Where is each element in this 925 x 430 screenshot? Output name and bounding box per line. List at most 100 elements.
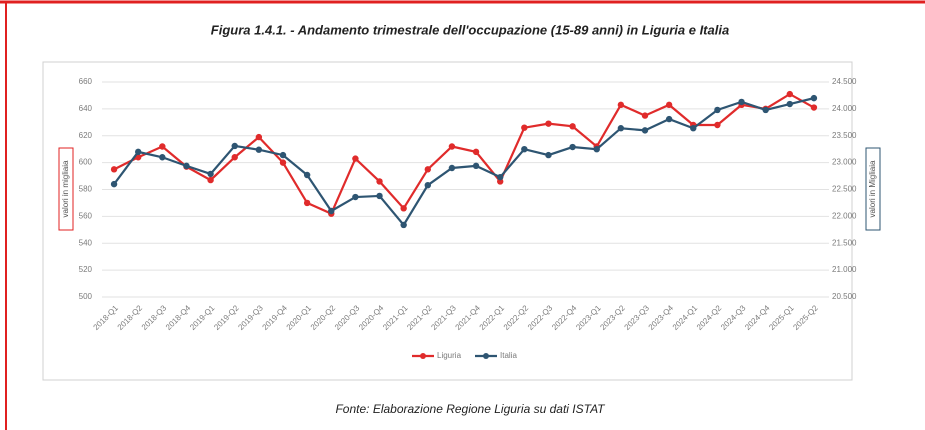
x-tick-label: 2020-Q2 [309,303,338,332]
point [545,120,552,127]
y2-tick-label: 23.000 [832,158,857,167]
x-tick-label: 2018-Q4 [164,303,193,332]
y-label-box [58,147,74,231]
point [303,171,311,179]
x-tick-label: 2023-Q3 [623,303,652,332]
point [424,182,431,189]
point [207,176,214,184]
point [424,166,431,173]
y2-tick-label: 24.500 [832,77,857,86]
series-line [113,97,815,227]
point [110,180,118,188]
y2-axis-label: valori in Migliaia [868,160,877,217]
point [135,148,142,156]
point [400,221,407,229]
x-tick-label: 2023-Q4 [647,303,676,332]
point [328,207,335,215]
point [159,154,166,161]
point [255,146,263,153]
y-tick-label: 520 [79,265,93,274]
point [617,101,625,109]
source: Fonte: Elaborazione Regione Liguria su d… [335,402,606,416]
y2-tick-label: 23.500 [832,131,857,140]
point [472,162,480,170]
x-tick-label: 2022-Q4 [550,303,579,332]
y-tick-label: 500 [79,292,93,301]
legend-label: Italia [500,351,517,360]
x-tick-label: 2021-Q2 [405,303,434,332]
point [376,178,383,185]
point [231,154,238,161]
point [159,143,166,150]
point [810,94,818,102]
x-tick-label: 2019-Q3 [236,303,265,332]
x-tick-label: 2022-Q3 [526,303,555,332]
x-tick-label: 2022-Q2 [502,303,531,332]
point [569,143,576,151]
x-tick-label: 2025-Q1 [767,303,796,332]
point [786,100,793,108]
point [448,164,456,172]
point [569,123,576,130]
point [690,125,697,132]
point [207,170,214,178]
y-tick-label: 600 [79,158,93,167]
point [714,106,721,114]
x-tick-label: 2021-Q1 [381,303,410,332]
legend-marker [420,353,426,359]
x-tick-label: 2024-Q4 [743,303,772,332]
x-tick-label: 2021-Q3 [429,303,458,332]
point [472,148,480,156]
point [738,98,745,106]
point [521,145,528,153]
y-axis-label: valori in migliaia [61,160,70,217]
x-tick-label: 2019-Q4 [261,303,290,332]
point [400,205,407,212]
y2-tick-label: 24.000 [832,104,857,113]
y-tick-label: 560 [79,211,93,220]
x-tick-label: 2019-Q1 [188,303,217,332]
x-tick-label: 2024-Q1 [671,303,700,332]
y-tick-label: 580 [79,185,93,194]
y-tick-label: 640 [79,104,93,113]
x-tick-label: 2020-Q1 [285,303,314,332]
point [303,199,311,207]
x-tick-label: 2023-Q2 [598,303,627,332]
point [521,124,528,131]
legend-marker [483,353,489,359]
x-tick-label: 2024-Q2 [695,303,724,332]
point [641,112,649,119]
point [279,159,287,166]
x-tick-label: 2018-Q1 [92,303,121,332]
point [545,151,552,159]
point [110,166,118,173]
point [352,155,359,162]
point [497,173,504,181]
y-tick-label: 660 [79,77,93,86]
point [352,193,359,201]
y2-tick-label: 22.000 [832,211,857,220]
y2-tick-label: 22.500 [832,185,857,194]
y2-tick-label: 21.500 [832,238,857,247]
x-tick-label: 2018-Q2 [116,303,145,332]
x-tick-label: 2020-Q4 [357,303,386,332]
point [714,121,721,129]
y-tick-label: 620 [79,131,93,140]
x-tick-label: 2020-Q3 [333,303,362,332]
x-tick-label: 2018-Q3 [140,303,169,332]
x-tick-label: 2024-Q3 [719,303,748,332]
point [231,142,238,150]
point [255,133,263,141]
point [279,151,287,159]
point [617,125,625,132]
point [641,127,649,134]
x-tick-label: 2023-Q1 [574,303,603,332]
series-line [113,92,815,216]
point [762,106,769,114]
point [665,115,673,123]
y-tick-label: 540 [79,238,93,247]
point [448,143,456,150]
legend-label: Liguria [437,351,462,360]
